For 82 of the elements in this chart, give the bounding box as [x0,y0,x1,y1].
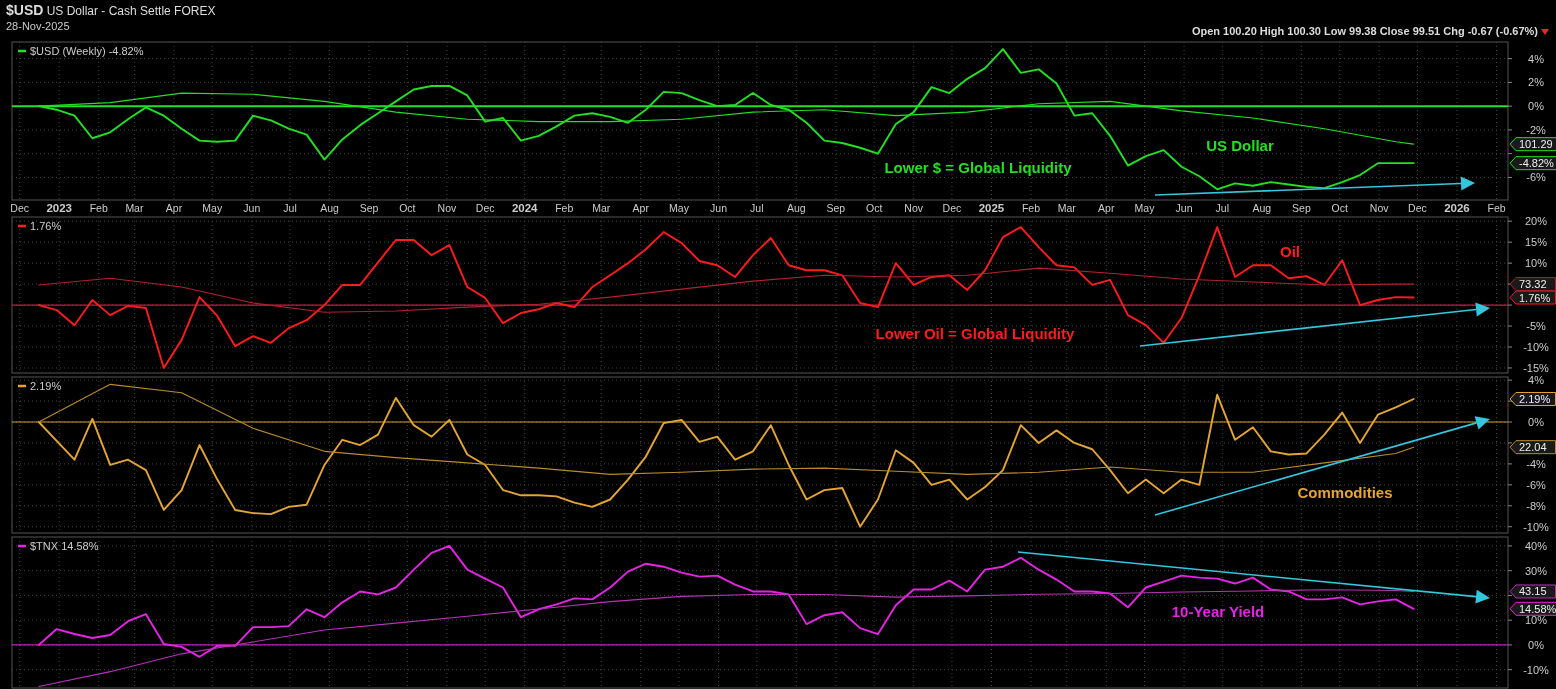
x-tick-label: Oct [1331,202,1348,214]
x-tick-label: Jul [283,202,297,214]
x-tick-label: Oct [865,202,883,214]
y-tick-label: -10% [1523,520,1550,533]
x-tick-label: Apr [1098,202,1115,214]
y-tick-label: 0% [1528,638,1545,651]
x-tick-label: Apr [165,202,183,214]
text: 43.15 [1519,585,1547,598]
legend-label: $TNX 14.58% [30,540,99,552]
x-tick-label: Sep [1292,202,1311,214]
x-tick-label: Aug [787,202,806,214]
text: -4.82% [1519,157,1555,170]
x-tick-label: May [202,202,223,214]
text: 101.29 [1519,138,1553,151]
y-tick-label: -10% [1523,341,1550,353]
x-tick-label: 2026 [1444,202,1470,214]
x-tick-label: Nov [904,202,924,214]
x-tick-label: Jul [1215,202,1230,214]
text: 1.76% [1519,291,1551,304]
y-tick-label: -10% [1523,663,1550,676]
x-tick-label: Sep [359,202,379,214]
legend-label: 1.76% [30,220,62,232]
text: 22.04 [1519,441,1547,454]
x-tick-label: Jul [750,202,764,214]
x-tick-label: Nov [1369,202,1390,214]
annotation: Lower Oil = Global Liquidity [875,325,1076,342]
x-tick-label: 2025 [978,202,1005,214]
y-tick-label: -2% [1526,123,1546,136]
y-tick-label: -6% [1526,478,1546,491]
annotation: US Dollar [1206,137,1274,154]
annotation: 10-Year Yield [1171,603,1265,620]
x-tick-label: Jun [243,202,261,214]
text: 73.32 [1519,278,1547,291]
x-tick-label: Feb [1487,202,1506,214]
y-tick-label: 0% [1528,416,1545,429]
y-tick-label: 4% [1528,374,1545,387]
y-tick-label: 40% [1524,539,1548,552]
x-tick-label: May [1134,202,1156,214]
y-tick-label: 20% [1524,215,1548,228]
x-tick-label: Dec [10,202,29,214]
annotation: Oil [1279,243,1301,260]
x-tick-label: Oct [399,202,416,214]
x-tick-label: Mar [1057,202,1077,214]
x-tick-label: Jun [710,202,728,214]
y-tick-label: -6% [1526,171,1546,184]
x-tick-label: Sep [826,202,846,214]
x-tick-label: Dec [475,202,495,214]
x-tick-label: Dec [942,202,962,214]
x-tick-label: Apr [632,202,650,214]
x-tick-label: Feb [1021,202,1041,214]
chart-subtitle: 28-Nov-2025 [6,20,70,32]
y-tick-label: -15% [1523,361,1550,374]
x-tick-label: Dec [1408,202,1427,214]
annotation: Lower $ = Global Liquidity [884,159,1073,176]
text: Open 100.20 High 100.30 Low 99.38 Close 99.51 Chg -0.67 (-0.67%) [1191,25,1539,37]
annotation: Commodities [1297,484,1393,501]
chart-title: $USD US Dollar - Cash Settle FOREX [6,2,216,18]
y-tick-label: 30% [1524,564,1548,577]
y-tick-label: 2% [1528,76,1545,89]
x-tick-label: Nov [437,202,457,214]
y-tick-label: 15% [1524,236,1548,249]
x-tick-label: May [669,202,690,214]
y-tick-label: -5% [1526,320,1546,333]
x-tick-label: 2024 [511,202,539,214]
x-tick-label: Feb [89,202,108,214]
legend-label: $USD (Weekly) -4.82% [30,45,144,57]
y-tick-label: -4% [1526,457,1546,470]
y-tick-label: -8% [1526,499,1546,512]
y-tick-label: 10% [1524,257,1548,270]
text: 2.19% [1519,392,1551,405]
x-tick-label: Mar [592,202,611,214]
x-tick-label: Aug [1252,202,1272,214]
x-tick-label: Aug [320,202,340,214]
legend-label: 2.19% [30,380,62,392]
y-tick-label: 10% [1524,614,1548,627]
y-tick-label: 4% [1528,52,1545,65]
text: 14.58% [1519,602,1556,615]
x-tick-label: Mar [125,202,144,214]
x-tick-label: Feb [555,202,574,214]
x-tick-label: 2023 [46,202,72,214]
y-tick-label: 0% [1528,100,1545,113]
x-tick-label: Jun [1175,202,1193,214]
